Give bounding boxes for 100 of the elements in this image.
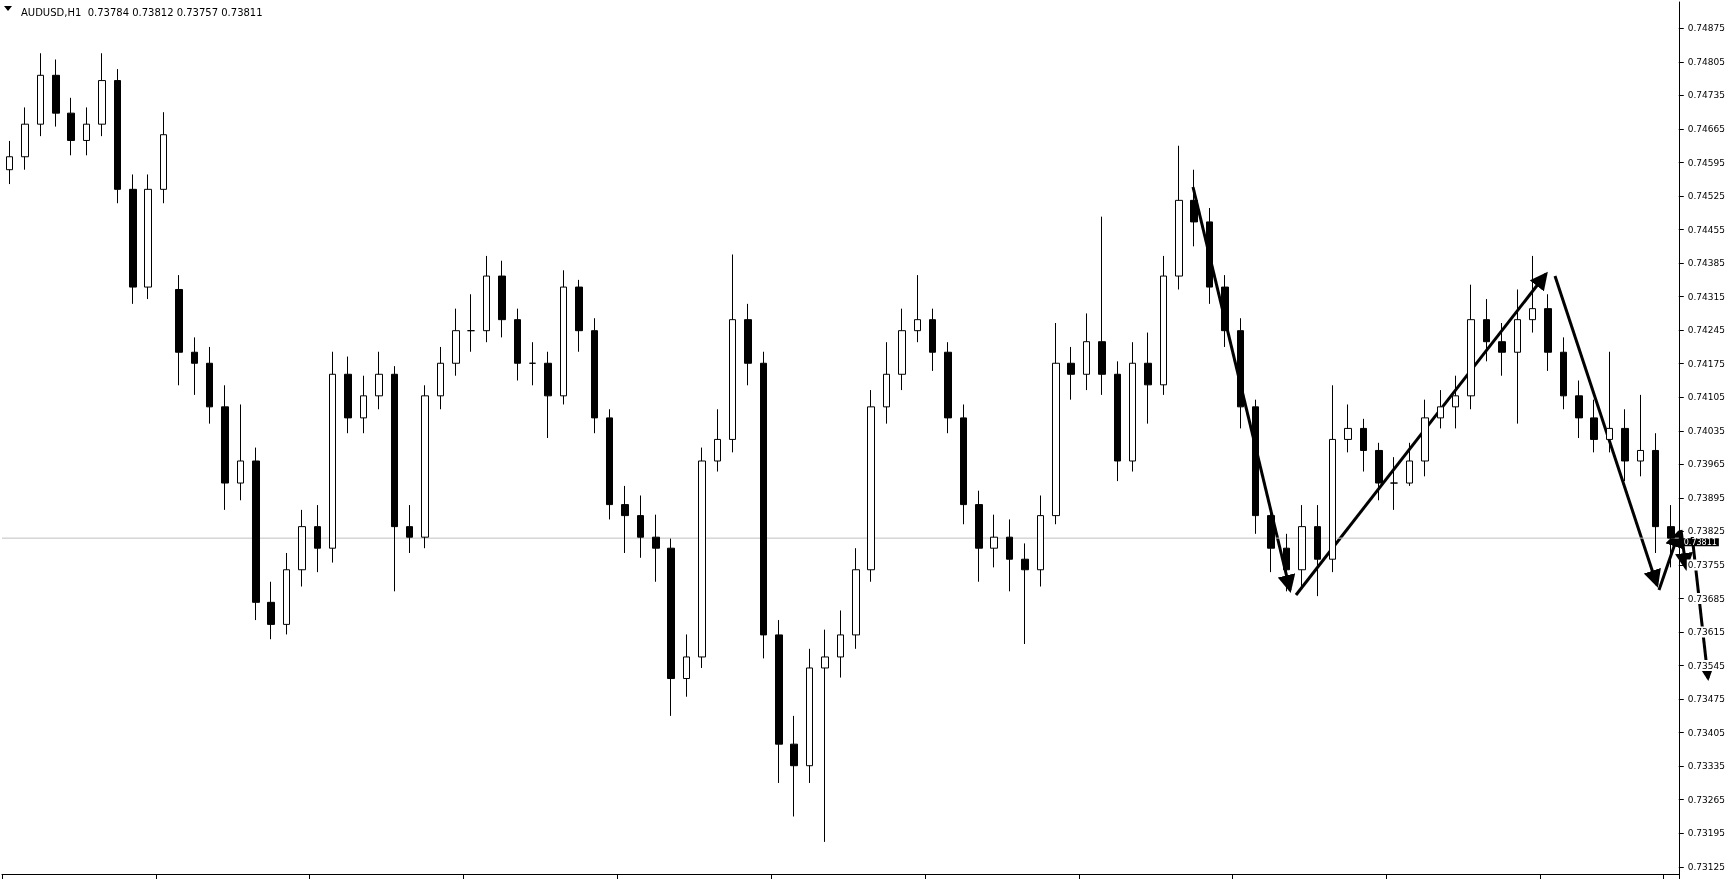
chart-title: AUDUSD,H1 0.73784 0.73812 0.73757 0.73811 <box>21 6 263 18</box>
candlestick <box>1114 360 1121 482</box>
candlestick <box>729 254 736 453</box>
candlestick <box>1037 494 1044 588</box>
candlestick <box>944 341 952 434</box>
candlestick <box>837 609 844 679</box>
y-tick-label: 0.74455 <box>1687 224 1725 235</box>
candlestick <box>867 389 875 583</box>
candlestick <box>1637 394 1644 477</box>
candlestick <box>1421 399 1429 477</box>
y-tick-label: 0.74245 <box>1687 325 1725 336</box>
candlestick <box>83 106 90 156</box>
candlestick <box>1467 284 1475 410</box>
candlestick <box>1529 255 1536 334</box>
candlestick <box>1160 255 1167 396</box>
y-tick-label: 0.73965 <box>1687 459 1725 470</box>
candlestick <box>975 490 983 583</box>
candlestick <box>1006 518 1013 592</box>
candlestick <box>1590 399 1598 453</box>
candlestick <box>221 384 229 511</box>
candlestick <box>483 255 490 343</box>
candlestick <box>114 68 121 204</box>
candlestick <box>1221 274 1229 348</box>
candlestick <box>6 140 13 185</box>
y-tick-label: 0.74665 <box>1687 123 1725 134</box>
candlestick <box>237 403 244 501</box>
candlestick <box>252 447 260 621</box>
candlestick <box>160 111 167 204</box>
candlestick <box>621 485 629 554</box>
candlestick <box>1329 384 1336 573</box>
candlestick <box>329 351 336 564</box>
y-tick-label: 0.73895 <box>1687 492 1725 503</box>
candlestick <box>67 97 75 156</box>
candlestick <box>498 260 506 338</box>
candlestick <box>714 408 721 473</box>
candlestick <box>191 336 198 396</box>
y-tick-label: 0.74525 <box>1687 191 1725 202</box>
candlestick <box>1483 298 1490 362</box>
candlestick <box>760 351 767 659</box>
candlestick <box>344 356 352 434</box>
candlestick <box>129 173 137 305</box>
candlestick <box>698 447 706 669</box>
candlestick <box>1406 442 1413 487</box>
candlestick <box>1621 408 1629 482</box>
candlestick <box>575 279 583 353</box>
candlestick <box>898 308 906 391</box>
y-tick-label: 0.73755 <box>1687 559 1725 570</box>
candlestick <box>360 375 367 434</box>
candlestick <box>52 58 60 128</box>
candlestick <box>652 514 660 583</box>
candlestick <box>283 552 290 635</box>
candlestick <box>1298 504 1306 588</box>
candlestick <box>206 346 213 425</box>
candlestick <box>914 274 921 343</box>
candlestick <box>1283 533 1290 592</box>
candlestick <box>606 408 613 520</box>
candlestick <box>144 173 152 300</box>
candlestick <box>314 504 321 573</box>
candlestick <box>1129 341 1136 473</box>
candlestick <box>1452 375 1459 429</box>
candlestick <box>1360 418 1367 473</box>
y-tick-label: 0.73335 <box>1687 761 1725 772</box>
candlestick <box>1560 336 1567 410</box>
candlestick <box>1375 442 1383 501</box>
candlestick <box>1252 399 1259 535</box>
candlestick <box>1606 351 1613 453</box>
y-tick-label: 0.73685 <box>1687 593 1725 604</box>
candlestick <box>775 619 783 784</box>
y-tick-label: 0.74315 <box>1687 291 1725 302</box>
candlestick <box>852 547 860 650</box>
y-tick-label: 0.73545 <box>1687 660 1725 671</box>
candlestick <box>806 648 813 784</box>
y-tick-label: 0.73475 <box>1687 694 1725 705</box>
candlestick <box>1175 145 1183 290</box>
candlestick <box>529 341 536 386</box>
y-tick-label: 0.73405 <box>1687 727 1725 738</box>
y-tick-label: 0.74035 <box>1687 425 1725 436</box>
candlestick <box>1652 432 1659 554</box>
candlestick <box>437 346 444 410</box>
candlestick <box>1067 346 1075 401</box>
y-tick-label: 0.73125 <box>1687 861 1725 872</box>
y-tick-label: 0.74175 <box>1687 358 1725 369</box>
y-tick-label: 0.73615 <box>1687 627 1725 638</box>
candlestick <box>1144 332 1152 425</box>
candlestick <box>790 715 798 818</box>
y-tick-label: 0.74875 <box>1687 23 1725 34</box>
candlestick <box>960 403 967 525</box>
candlestick <box>1190 169 1198 247</box>
candlestick <box>1052 322 1060 525</box>
ref-line-label: 0.73811 <box>1683 537 1717 547</box>
candlestick <box>1237 317 1244 429</box>
candlestick <box>21 106 29 171</box>
candlestick <box>1437 389 1444 429</box>
candlestick <box>560 269 567 405</box>
y-tick-label: 0.74735 <box>1687 90 1725 101</box>
y-tick-label: 0.73265 <box>1687 794 1725 805</box>
candlestick <box>683 633 690 698</box>
candlestick <box>1544 293 1552 372</box>
candlestick <box>298 509 306 588</box>
candlestick <box>1667 504 1675 568</box>
